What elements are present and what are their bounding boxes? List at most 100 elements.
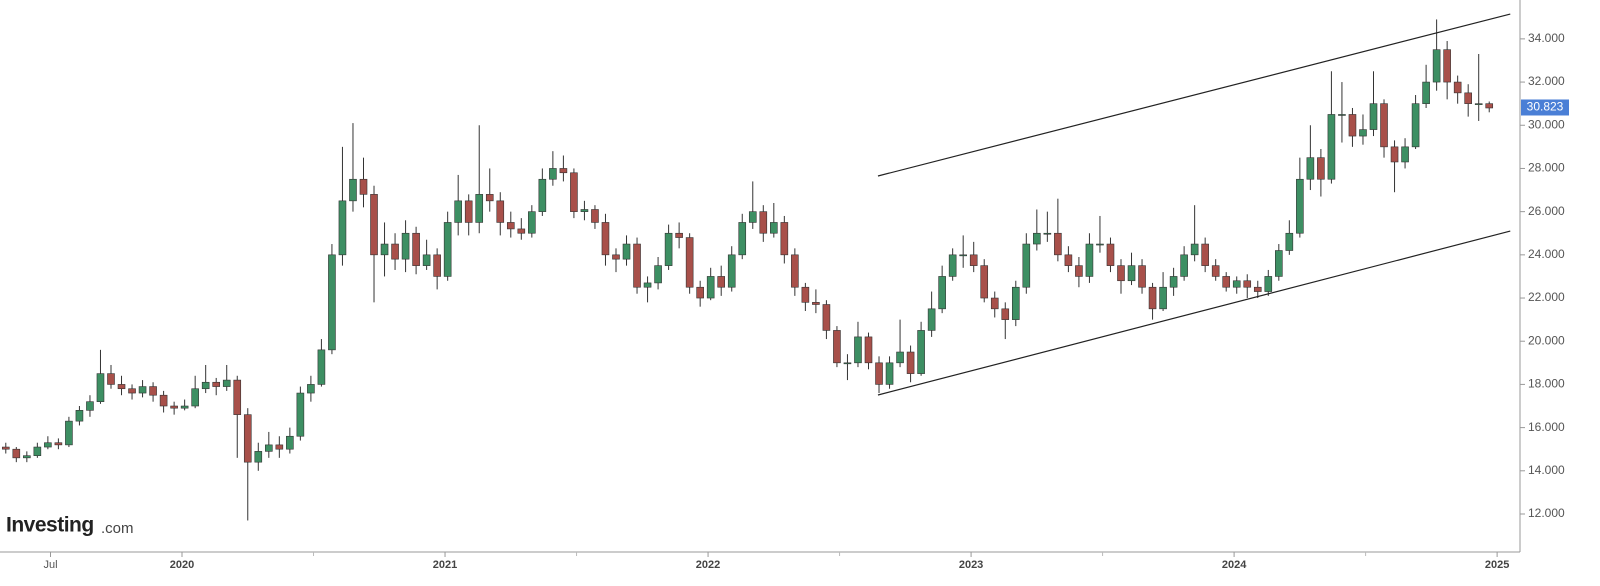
candle-body <box>1411 103 1420 148</box>
candle-body <box>1253 286 1262 292</box>
candle-body <box>359 178 368 195</box>
candle-body <box>1485 103 1494 109</box>
candle-body <box>44 442 52 448</box>
candle-body <box>843 362 852 365</box>
candle-body <box>1085 243 1094 277</box>
candle-body <box>401 232 410 260</box>
candle-body <box>1369 103 1378 130</box>
candle-body <box>969 254 978 266</box>
candle-body <box>770 222 778 234</box>
candle-body <box>990 297 999 310</box>
candle-body <box>254 451 263 463</box>
candle-body <box>506 222 515 230</box>
candle-body <box>1117 265 1125 282</box>
candle-body <box>801 286 810 303</box>
candle-body <box>1453 81 1462 94</box>
candle-body <box>959 254 967 257</box>
candle-body <box>275 444 284 450</box>
candle-body <box>622 243 631 260</box>
candle-body <box>1348 114 1357 137</box>
candle-body <box>517 228 526 234</box>
candle-body <box>243 414 252 463</box>
candle-body <box>875 362 883 385</box>
candle-body <box>633 243 641 288</box>
candle-body <box>233 379 242 415</box>
x-tick-label: 2021 <box>433 559 457 571</box>
candle-body <box>475 194 484 223</box>
x-tick-label: 2025 <box>1485 559 1509 571</box>
candle-body <box>822 304 831 331</box>
candle-body <box>591 209 599 223</box>
candle-body <box>107 373 115 385</box>
candle-body <box>1096 243 1104 246</box>
candle-body <box>1422 81 1430 104</box>
candle-body <box>885 362 894 385</box>
candle-body <box>1 446 10 450</box>
last-price-tag <box>1521 99 1569 116</box>
candle-body <box>864 336 873 364</box>
candle-body <box>1317 157 1325 180</box>
candle-body <box>528 211 536 234</box>
candle-body <box>1232 280 1241 288</box>
candle-body <box>412 232 420 266</box>
candle-body <box>1338 114 1346 116</box>
candle-body <box>559 168 568 174</box>
candle-body <box>1106 243 1115 266</box>
candle-body <box>580 209 589 212</box>
y-tick-label: 34.000 <box>1528 31 1565 45</box>
candle-body <box>854 336 862 364</box>
candle-body <box>317 349 326 385</box>
candle-body <box>454 200 462 223</box>
y-tick-label: 26.000 <box>1528 204 1565 218</box>
candle-body <box>833 330 841 364</box>
y-tick-label: 16.000 <box>1528 420 1565 434</box>
candle-body <box>180 405 189 409</box>
y-tick-label: 20.000 <box>1528 333 1565 347</box>
candle-body <box>927 308 936 331</box>
candle-body <box>191 388 199 407</box>
y-tick-label: 22.000 <box>1528 290 1565 304</box>
candle-body <box>664 232 673 266</box>
candle-body <box>938 276 946 310</box>
candle-body <box>791 254 799 288</box>
candle-body <box>1432 49 1441 83</box>
candle-body <box>443 222 452 277</box>
candle-body <box>391 243 399 260</box>
candle-body <box>96 373 105 402</box>
candle-body <box>286 435 294 450</box>
y-tick-label: 32.000 <box>1528 74 1565 88</box>
candle-body <box>1011 286 1020 320</box>
candle-body <box>212 381 221 387</box>
candle-body <box>1201 243 1209 266</box>
candle-body <box>370 194 378 256</box>
candle-body <box>612 254 620 260</box>
candle-body <box>485 194 494 202</box>
candle-body <box>1359 129 1367 137</box>
y-tick-label: 14.000 <box>1528 463 1565 477</box>
y-tick-label: 30.000 <box>1528 117 1565 131</box>
candle-body <box>349 178 357 202</box>
candle-body <box>1401 146 1409 163</box>
candle-body <box>980 265 989 299</box>
candle-body <box>117 384 126 390</box>
candle-body <box>433 254 441 277</box>
candle-body <box>296 392 305 437</box>
candle-body <box>12 448 21 459</box>
candle-body <box>170 405 178 409</box>
last-price-label: 30.823 <box>1527 100 1564 114</box>
candle-body <box>906 351 915 374</box>
candle-body <box>1443 49 1451 83</box>
candle-body <box>86 401 94 411</box>
candle-body <box>780 222 789 256</box>
candle-body <box>496 200 505 223</box>
candle-body <box>1390 146 1399 163</box>
candle-body <box>685 237 694 288</box>
candle-body <box>727 254 736 288</box>
x-tick-label: Jul <box>43 559 57 571</box>
candle-body <box>23 455 31 459</box>
candle-body <box>1138 265 1146 288</box>
brand-suffix: .com <box>101 520 134 537</box>
candle-body <box>422 254 431 266</box>
candle-body <box>748 211 757 223</box>
